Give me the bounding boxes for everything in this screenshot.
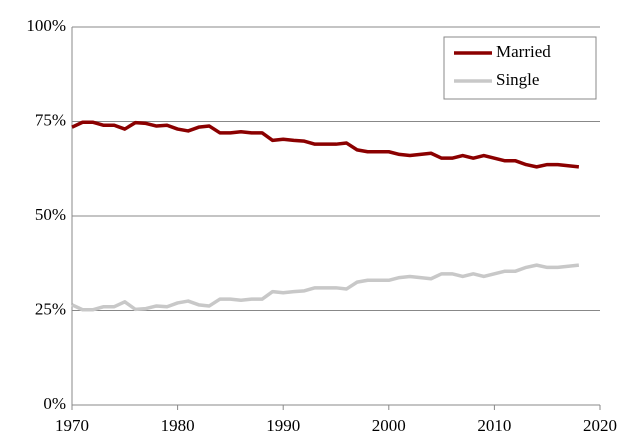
- x-tick-label: 1970: [55, 416, 89, 435]
- y-tick-label: 25%: [35, 299, 66, 318]
- legend-label: Single: [496, 70, 539, 89]
- y-tick-label: 50%: [35, 205, 66, 224]
- x-tick-label: 2020: [583, 416, 617, 435]
- y-tick-label: 0%: [43, 394, 66, 413]
- legend-box: [443, 36, 597, 100]
- x-tick-label: 1980: [161, 416, 195, 435]
- x-tick-label: 2010: [477, 416, 511, 435]
- line: [71, 263, 580, 312]
- x-tick-label: 1990: [266, 416, 300, 435]
- line: [71, 120, 580, 169]
- y-tick-label: 75%: [35, 110, 66, 129]
- legend-label: Married: [496, 42, 551, 61]
- y-tick-label: 100%: [26, 16, 66, 35]
- x-tick-label: 2000: [372, 416, 406, 435]
